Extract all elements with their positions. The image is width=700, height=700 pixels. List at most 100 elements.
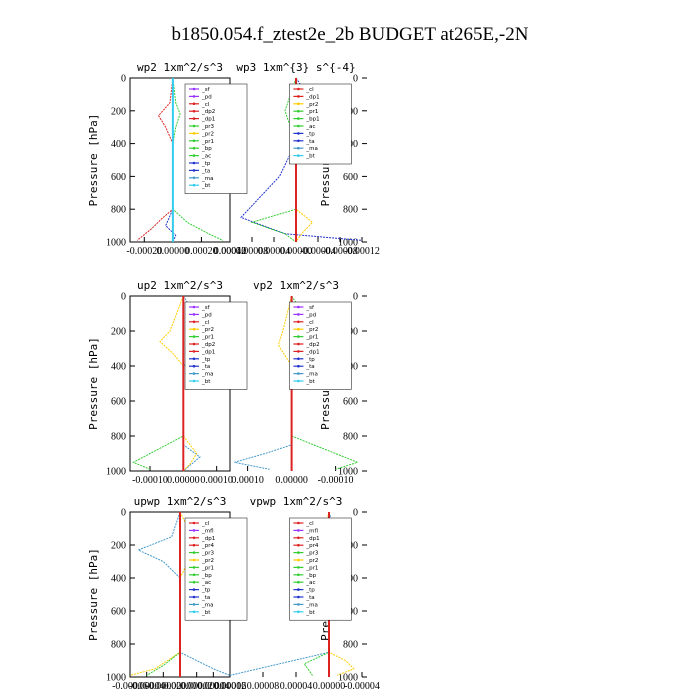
legend-marker (297, 588, 300, 591)
series-line-dp1 (291, 295, 360, 470)
series-line-tp (165, 78, 177, 243)
series-line-dp1 (132, 296, 184, 470)
legend-entry: _pd (201, 312, 212, 318)
legend-entry: _dp2 (201, 342, 215, 348)
legend-box (184, 517, 248, 621)
x-tick-label: 0.00012 (214, 681, 247, 692)
legend-entry: _ac (305, 124, 315, 130)
legend-marker (297, 305, 300, 309)
legend-entry: _sf (201, 87, 211, 93)
legend-marker (192, 603, 196, 606)
legend-box (184, 301, 248, 390)
legend-marker (192, 305, 196, 309)
y-tick-label: 400 (111, 362, 126, 373)
x-tick-label: 0.00008 (236, 246, 269, 257)
y-tick-label: 800 (111, 640, 126, 651)
y-tick-label: 1000 (106, 467, 126, 478)
legend-marker (192, 588, 196, 591)
legend-entry: _ma (305, 602, 317, 608)
legend-entry: _ma (305, 372, 317, 378)
legend-entry: _dp1 (305, 349, 319, 355)
legend-entry: _cl (305, 320, 314, 326)
legend-entry: _ma (201, 372, 213, 378)
legend-marker (192, 335, 196, 338)
x-tick-label: 0.00006 (214, 681, 247, 692)
legend-marker (192, 176, 196, 180)
legend-marker (297, 551, 300, 554)
x-tick-label: 0.00004 (258, 246, 291, 257)
y-tick-label: 800 (111, 432, 126, 443)
legend-marker (297, 87, 300, 91)
legend-marker (192, 521, 196, 525)
legend-marker (192, 364, 196, 368)
legend-marker (192, 313, 196, 316)
legend-entry: _bt (201, 610, 211, 616)
legend-marker (297, 124, 300, 128)
y-tick-label: 600 (343, 172, 358, 183)
legend-marker (297, 595, 300, 599)
legend-entry: _pr1 (305, 109, 318, 115)
legend-marker (192, 580, 196, 584)
y-tick-label: 1000 (338, 467, 358, 478)
legend-marker (192, 161, 196, 165)
panel-title: vpwp 1xm^2/s^3 (250, 495, 343, 508)
series-line-tp (240, 77, 363, 241)
panel-title: wp2 1xm^2/s^3 (137, 61, 223, 74)
series-line-ma (229, 511, 347, 676)
legend-entry: _pr1 (201, 565, 214, 571)
legend-entry: _tp (305, 131, 315, 137)
legend-marker (297, 146, 300, 150)
x-tick-label: 0.00000 (164, 681, 197, 692)
legend-entry: _cl (305, 521, 314, 527)
legend-marker (297, 521, 300, 525)
panel-title: vp2 1xm^2/s^3 (253, 279, 339, 292)
series-line-ac (250, 77, 297, 243)
legend-entry: _ta (305, 364, 314, 370)
legend-marker (297, 132, 300, 135)
legend-entry: _pr2 (305, 102, 318, 108)
legend-entry: _cl (201, 521, 210, 527)
legend-entry: _ta (305, 139, 314, 145)
y-tick-label: 600 (111, 607, 126, 618)
legend-marker (297, 379, 300, 383)
legend-entry: _tp (201, 588, 211, 594)
x-tick-label: 0.00008 (247, 681, 280, 692)
y-tick-label: 800 (343, 432, 358, 443)
legend-marker (297, 372, 300, 375)
legend-marker (297, 320, 300, 324)
legend-entry: _dp1 (201, 117, 215, 123)
panel-title: wp3 1xm^{3} s^{-4} (236, 61, 355, 74)
legend-entry: _tp (201, 357, 211, 363)
legend-entry: _pr1 (305, 565, 318, 571)
y-tick-label: 1000 (338, 238, 358, 249)
legend-marker (192, 87, 196, 91)
legend-entry: _pr2 (305, 558, 318, 564)
legend-marker (297, 154, 300, 157)
legend-entry: _dp2 (305, 342, 319, 348)
legend-entry: _dp1 (305, 94, 319, 100)
legend-entry: _ta (201, 595, 210, 601)
chart-panel-5: upwp 1xm^2/s^3 Pressure [hPa] 0 200 400 600 80… (87, 495, 248, 692)
legend-entry: _bt (201, 183, 211, 189)
y-tick-label: 600 (343, 397, 358, 408)
legend-marker (297, 357, 300, 361)
legend-entry: _dp2 (201, 109, 215, 115)
legend-entry: _ac (201, 580, 211, 586)
legend-marker (192, 320, 196, 324)
y-tick-label: 200 (111, 106, 126, 117)
legend-marker (297, 350, 300, 353)
legend-marker (297, 543, 300, 547)
legend-entry: _bt (305, 154, 315, 160)
y-tick-label: 0 (121, 74, 126, 85)
legend-entry: _pr3 (201, 551, 215, 557)
legend-entry: _bt (201, 379, 211, 385)
legend-marker (297, 313, 300, 316)
legend-marker (192, 124, 196, 128)
y-axis-label: Pressure [hPa] (87, 114, 100, 207)
y-axis-label: Pressure [hPa] (87, 337, 100, 430)
legend-marker (192, 573, 196, 577)
legend-marker (192, 551, 196, 554)
